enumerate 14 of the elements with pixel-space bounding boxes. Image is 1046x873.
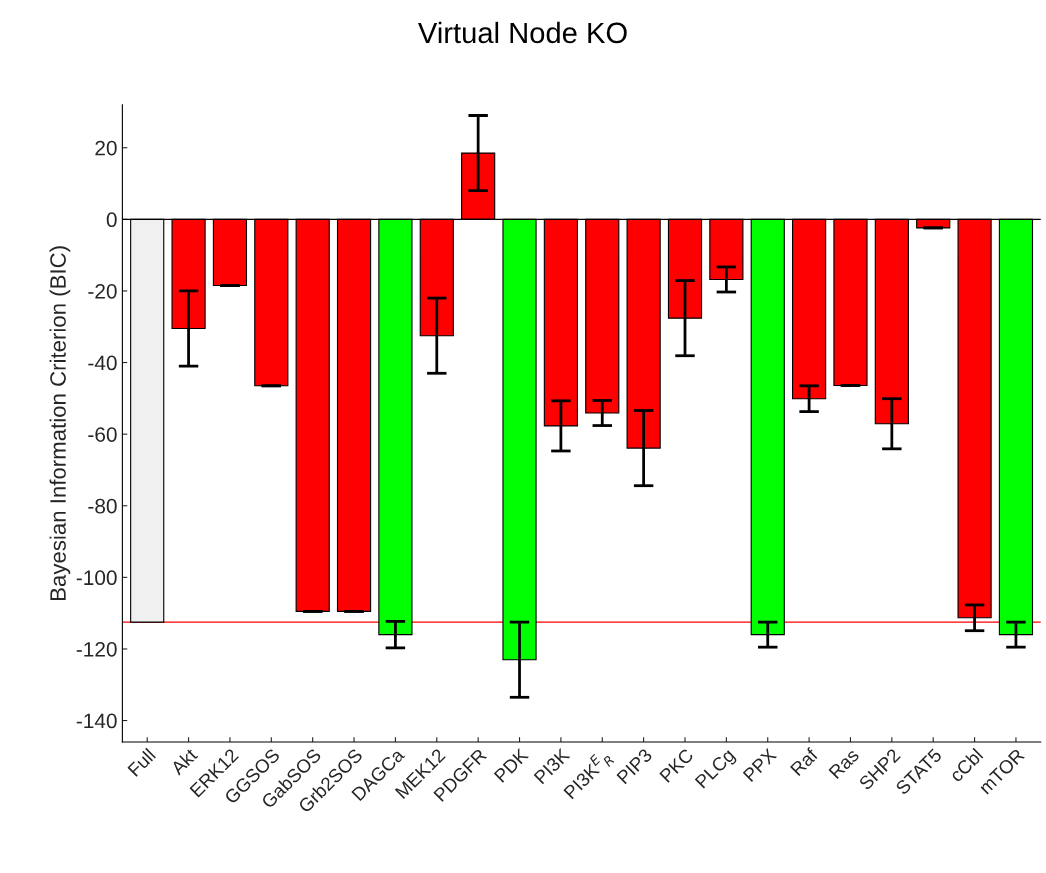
y-tick-label: -100 [76,570,117,586]
y-tick-label: -120 [76,641,117,657]
x-tick-label: Ras [828,747,860,780]
chart-title: Virtual Node KO [418,21,627,44]
y-tick-label: -60 [88,427,117,442]
y-tick-label: 20 [95,140,117,156]
y-axis-title: Bayesian Information Criterion (BIC) [49,246,71,601]
y-tick-label: -20 [88,283,117,299]
x-tick-label: Raf [789,746,819,777]
y-tick-label: 0 [106,212,117,228]
y-tick-label: -80 [88,498,117,514]
y-tick-label: -40 [88,355,117,371]
y-tick-label: -140 [76,713,117,729]
x-tick-label: Full [126,747,157,777]
